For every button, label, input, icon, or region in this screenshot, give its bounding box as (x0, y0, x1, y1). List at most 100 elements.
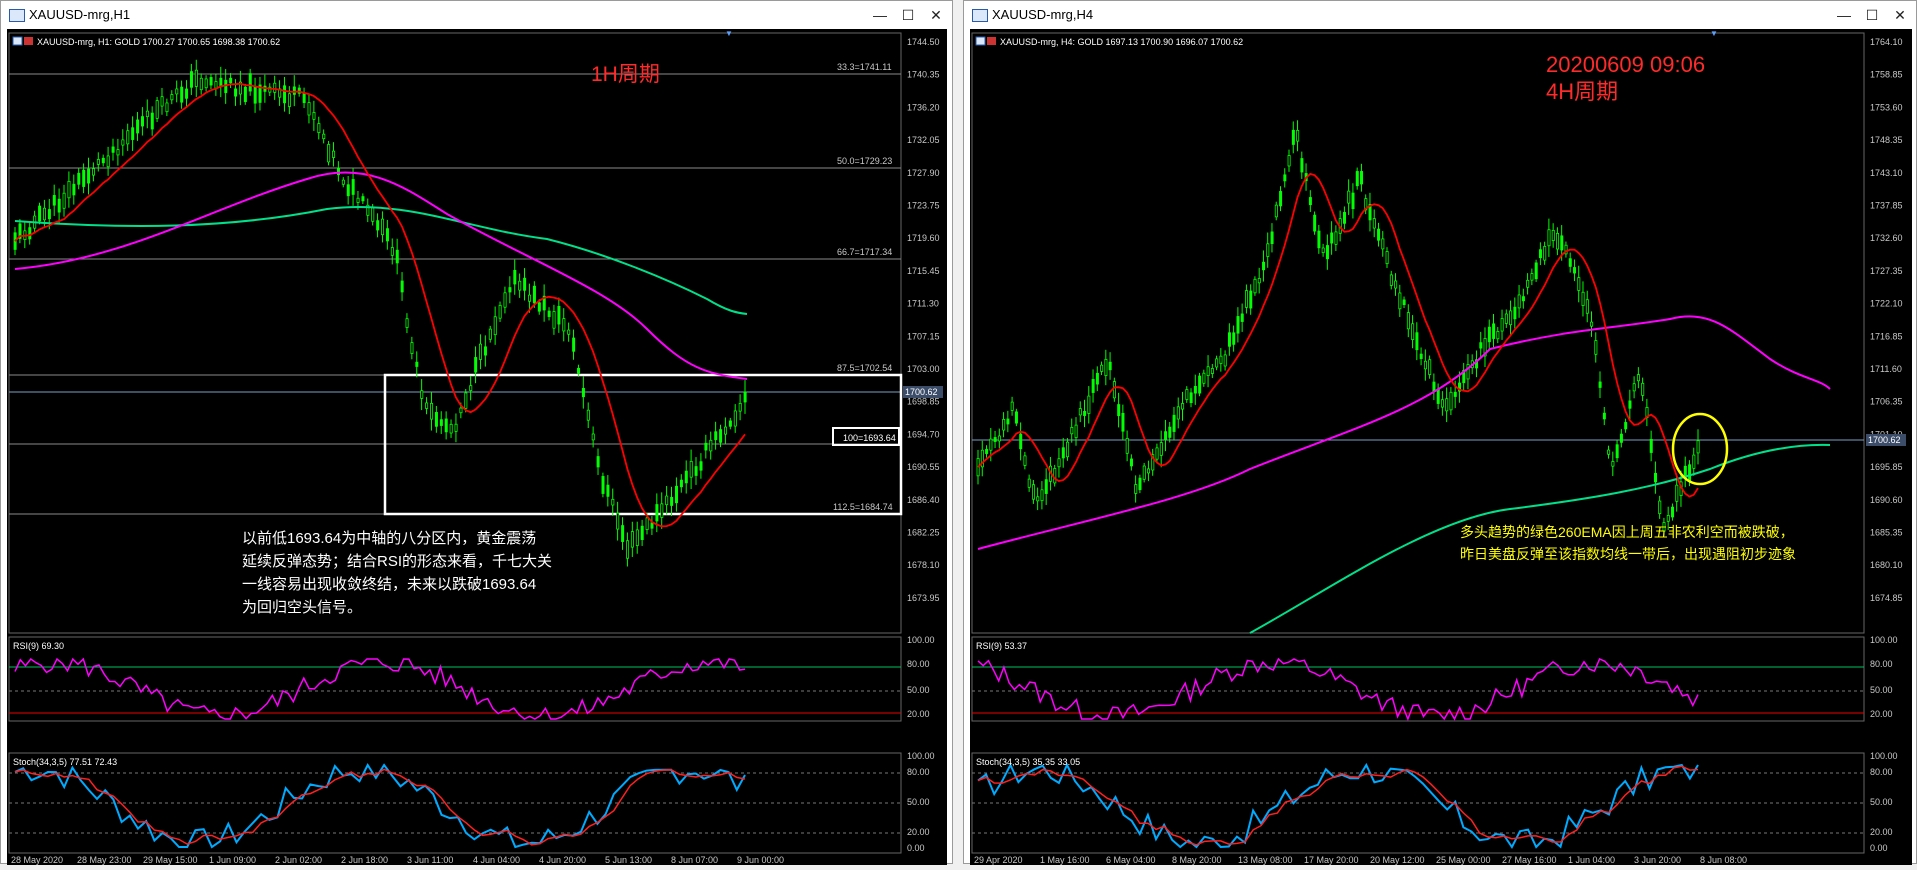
maximize-icon[interactable]: ☐ (901, 7, 915, 23)
fib-label-33: 33.3=1741.11 (837, 62, 892, 72)
candle-body (1262, 261, 1266, 271)
candle-body (547, 310, 551, 317)
candle-body (248, 73, 252, 92)
candle-body (606, 484, 610, 497)
candle-body (1253, 278, 1257, 294)
candle-body (42, 207, 46, 221)
candle-body (665, 495, 669, 506)
candle-body (434, 412, 438, 427)
stoch-label: Stoch(34,3,5) 77.51 72.43 (13, 757, 117, 767)
candle-body (1308, 197, 1312, 206)
candle-body (586, 409, 590, 421)
candle-body (1415, 332, 1419, 351)
candle-body (532, 285, 536, 304)
candle-body (140, 116, 144, 127)
candle-body (209, 77, 213, 86)
time-tick-label: 3 Jun 20:00 (1634, 855, 1681, 865)
candle-body (1283, 174, 1287, 182)
current-price-tag (1866, 434, 1906, 446)
candle-body (332, 150, 336, 158)
period-note: 4H周期 (1546, 79, 1618, 104)
ma-magenta-line (977, 315, 1831, 550)
candle-body (1479, 342, 1483, 349)
candle-body (694, 466, 698, 476)
fib-100-highlight-box (832, 427, 900, 446)
candle-body (1653, 473, 1657, 483)
candle-body (1019, 433, 1023, 450)
chart-canvas[interactable]: 33.3=1741.11 50.0=1729.23 66.7=1717.34 8… (7, 29, 947, 865)
fib-label-100: 100=1693.64 (843, 433, 896, 443)
close-icon[interactable]: ✕ (1894, 7, 1906, 23)
current-price-tag (903, 386, 943, 398)
price-tick-label: 1678.10 (907, 560, 940, 570)
candle-body (1436, 388, 1440, 404)
candle-body (743, 391, 747, 403)
price-tick-label: 1736.20 (907, 102, 940, 112)
stoch-main-line (977, 762, 1699, 849)
candle-body (1185, 389, 1189, 400)
minimize-icon[interactable]: — (873, 7, 887, 23)
candle-body (464, 392, 468, 409)
candle-body (684, 470, 688, 484)
candle-body (650, 522, 654, 529)
time-tick-label: 17 May 20:00 (1304, 855, 1359, 865)
annotation-line-1: 以前低1693.64为中轴的八分区内，黄金震荡 (242, 530, 536, 547)
candlesticks (13, 59, 747, 567)
candle-body (1189, 392, 1193, 404)
candle-body (508, 287, 512, 293)
chart-window-h4[interactable]: XAUUSD-mrg,H4 — ☐ ✕ 1764.10 1758.85 1753.6… (963, 0, 1917, 865)
candle-body (327, 144, 331, 163)
candle-body (670, 496, 674, 506)
candle-body (1155, 447, 1159, 460)
candle-body (131, 127, 135, 140)
candle-body (268, 86, 272, 93)
annotation-line-3: 一线容易出现收敛终结，未来以跌破1693.64 (242, 576, 536, 593)
main-pane-frame (971, 32, 1865, 634)
candle-body (1325, 245, 1329, 260)
candle-body (1014, 411, 1018, 424)
candle-body (1611, 461, 1615, 467)
candle-body (1377, 228, 1381, 241)
time-tick-label: 20 May 12:00 (1370, 855, 1425, 865)
price-tick-label: 1711.30 (907, 299, 939, 309)
chart-canvas[interactable]: 1764.10 1758.85 1753.60 1748.35 1743.10 1737.… (970, 29, 1912, 865)
chart-area[interactable]: 33.3=1741.11 50.0=1729.23 66.7=1717.34 8… (7, 29, 947, 865)
time-tick-label: 1 Jun 09:00 (209, 855, 256, 865)
candle-body (199, 77, 203, 91)
candle-body (660, 503, 664, 518)
candle-body (1398, 292, 1402, 310)
rsi-axis: 100.00 80.00 50.00 20.00 (907, 635, 935, 719)
candle-body (1027, 478, 1031, 488)
time-tick-label: 28 May 2020 (11, 855, 63, 865)
maximize-icon[interactable]: ☐ (1865, 7, 1879, 23)
candle-body (537, 302, 541, 312)
chart-window-h1[interactable]: XAUUSD-mrg,H1 — ☐ ✕ 33.3=1741.11 50.0=17… (0, 0, 953, 865)
candle-body (381, 218, 385, 236)
candle-body (1036, 496, 1040, 502)
candle-body (581, 387, 585, 398)
close-icon[interactable]: ✕ (930, 7, 942, 23)
candle-body (126, 130, 130, 145)
candle-body (552, 311, 556, 329)
candle-body (689, 460, 693, 478)
candle-body (1002, 418, 1006, 431)
time-tick-label: 29 May 15:00 (143, 855, 198, 865)
candle-body (180, 86, 184, 103)
fib-label-50: 50.0=1729.23 (837, 156, 892, 166)
title-bar[interactable]: XAUUSD-mrg,H1 — ☐ ✕ (1, 1, 952, 29)
candle-body (591, 433, 595, 441)
candle-body (1104, 358, 1108, 377)
candle-body (175, 88, 179, 95)
candle-body (336, 167, 340, 176)
candle-body (1040, 489, 1044, 502)
price-tick-label: 1711.60 (1870, 364, 1902, 374)
title-bar[interactable]: XAUUSD-mrg,H4 — ☐ ✕ (964, 1, 1916, 29)
chart-area[interactable]: 1764.10 1758.85 1753.60 1748.35 1743.10 1737.… (970, 29, 1912, 865)
candle-body (1215, 358, 1219, 368)
candle-body (385, 228, 389, 242)
candle-body (474, 357, 478, 373)
minimize-icon[interactable]: — (1837, 7, 1851, 23)
candle-body (1078, 408, 1082, 416)
candle-body (459, 407, 463, 414)
candle-body (630, 531, 634, 548)
